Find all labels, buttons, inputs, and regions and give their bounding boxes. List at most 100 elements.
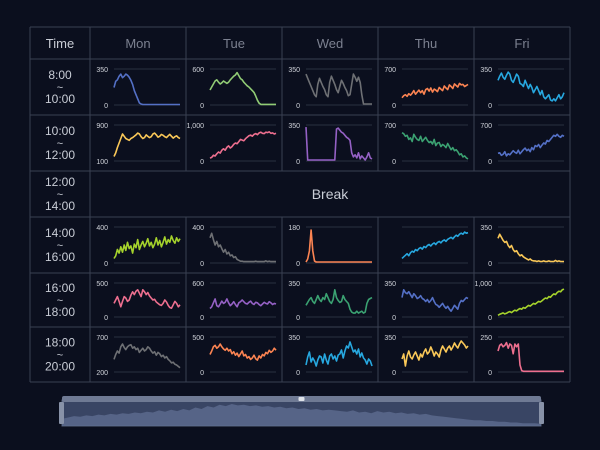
slider-preview-area — [62, 404, 541, 426]
y-tick-min: 0 — [104, 103, 108, 110]
series-line — [209, 343, 277, 361]
time-label-start: 16:00 — [45, 281, 75, 295]
time-label-sep: ~ — [57, 350, 63, 362]
y-tick-max: 350 — [288, 67, 300, 74]
y-tick-min: 0 — [392, 315, 396, 322]
day-header-tue: Tue — [223, 36, 245, 51]
time-label-sep: ~ — [57, 189, 63, 201]
series-line — [497, 71, 565, 102]
time-label: 12:00~14:00 — [45, 175, 75, 213]
mini-chart-fri-row3: 350 0 — [480, 225, 564, 268]
day-header-thu: Thu — [415, 36, 437, 51]
y-tick-min: 0 — [488, 370, 492, 377]
break-label: Break — [312, 186, 350, 202]
mini-chart-tue-row1: 1,000 0 — [186, 123, 277, 166]
y-tick-max: 350 — [384, 335, 396, 342]
time-label: 10:00~12:00 — [45, 124, 75, 162]
series-line — [497, 233, 564, 263]
series-line — [401, 132, 469, 160]
time-label-start: 8:00 — [48, 68, 72, 82]
time-label-sep: ~ — [57, 138, 63, 150]
y-tick-min: 0 — [296, 261, 300, 268]
mini-chart-tue-row0: 600 0 — [192, 67, 276, 110]
day-header-fri: Fri — [514, 36, 529, 51]
y-tick-min: 0 — [200, 370, 204, 377]
mini-chart-mon-row3: 400 0 — [96, 225, 181, 268]
series-line — [209, 298, 277, 310]
time-label-end: 12:00 — [45, 148, 75, 162]
time-label-end: 14:00 — [45, 199, 75, 213]
series-line — [113, 73, 180, 106]
series-line — [209, 71, 276, 106]
y-tick-max: 180 — [288, 225, 300, 232]
mini-chart-thu-row4: 350 0 — [384, 281, 469, 322]
y-tick-max: 350 — [288, 281, 300, 288]
y-tick-max: 350 — [288, 335, 300, 342]
y-tick-max: 700 — [384, 67, 396, 74]
y-tick-max: 500 — [192, 335, 204, 342]
day-header-wed: Wed — [317, 36, 344, 51]
y-tick-min: 200 — [96, 370, 108, 377]
mini-chart-thu-row0: 700 0 — [384, 67, 469, 110]
series-line — [209, 232, 276, 263]
y-tick-max: 250 — [480, 335, 492, 342]
time-label-sep: ~ — [57, 295, 63, 307]
y-tick-max: 1,000 — [474, 281, 492, 288]
series-line — [305, 73, 372, 105]
time-label-end: 10:00 — [45, 92, 75, 106]
mini-chart-thu-row5: 350 0 — [384, 335, 469, 377]
y-tick-min: 0 — [296, 370, 300, 377]
day-header-mon: Mon — [125, 36, 150, 51]
y-tick-max: 900 — [96, 123, 108, 130]
y-tick-min: 0 — [296, 159, 300, 166]
y-tick-min: 0 — [488, 315, 492, 322]
y-tick-min: 0 — [200, 159, 204, 166]
mini-chart-thu-row1: 700 0 — [384, 123, 469, 166]
mini-chart-fri-row5: 250 0 — [480, 335, 564, 377]
time-label-start: 14:00 — [45, 226, 75, 240]
y-tick-max: 500 — [96, 281, 108, 288]
mini-chart-fri-row0: 350 0 — [480, 67, 565, 110]
mini-chart-wed-row0: 350 0 — [288, 67, 372, 110]
slider-right-handle[interactable] — [539, 402, 544, 424]
y-tick-max: 700 — [384, 123, 396, 130]
series-line — [497, 341, 564, 373]
y-tick-max: 600 — [192, 281, 204, 288]
time-label-start: 10:00 — [45, 124, 75, 138]
series-line — [113, 132, 181, 157]
grid-lines — [29, 26, 571, 383]
series-line — [209, 131, 277, 159]
time-label-end: 18:00 — [45, 305, 75, 319]
time-label: 18:00~20:00 — [45, 336, 75, 374]
series-line — [305, 288, 373, 314]
time-label-sep: ~ — [57, 240, 63, 252]
series-line — [401, 82, 469, 99]
y-tick-min: 0 — [488, 159, 492, 166]
time-header: Time — [46, 36, 74, 51]
y-tick-max: 350 — [480, 67, 492, 74]
slider-selection[interactable] — [62, 400, 541, 426]
y-tick-min: 0 — [104, 315, 108, 322]
y-tick-max: 350 — [288, 123, 300, 130]
y-tick-min: 100 — [96, 159, 108, 166]
mini-chart-mon-row5: 700 200 — [96, 335, 181, 377]
slider-left-handle[interactable] — [59, 402, 64, 424]
y-tick-min: 0 — [200, 315, 204, 322]
slider-move-handle[interactable] — [298, 397, 305, 401]
series-line — [401, 288, 469, 313]
mini-chart-tue-row3: 400 0 — [192, 225, 276, 268]
series-line — [497, 288, 565, 316]
y-tick-max: 350 — [384, 281, 396, 288]
mini-chart-wed-row5: 350 0 — [288, 335, 373, 377]
y-tick-max: 400 — [192, 225, 204, 232]
y-tick-min: 0 — [200, 103, 204, 110]
mini-chart-mon-row0: 350 0 — [96, 67, 180, 110]
mini-chart-wed-row4: 350 0 — [288, 281, 373, 322]
y-tick-min: 0 — [296, 315, 300, 322]
mini-chart-tue-row5: 500 0 — [192, 335, 277, 377]
time-label-start: 18:00 — [45, 336, 75, 350]
y-tick-max: 350 — [480, 225, 492, 232]
time-label: 14:00~16:00 — [45, 226, 75, 264]
